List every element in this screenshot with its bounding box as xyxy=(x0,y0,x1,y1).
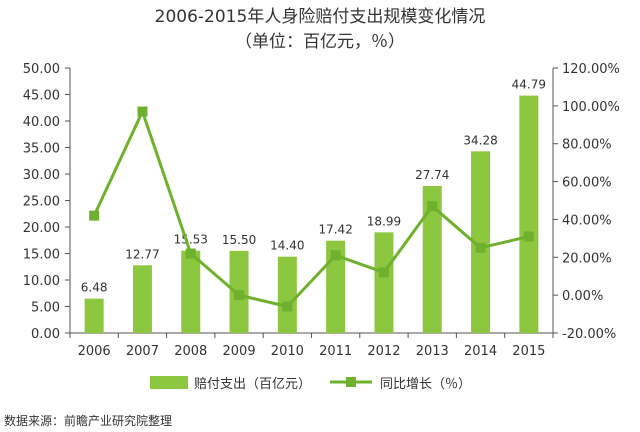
line-point xyxy=(475,242,486,253)
legend-line-marker xyxy=(346,377,356,387)
bar-data-label: 15.50 xyxy=(222,233,256,247)
bar-data-label: 15.53 xyxy=(174,233,208,247)
y-left-tick-label: 0.00 xyxy=(31,327,60,342)
axes: 0.00 5.00 10.00 15.00 20.00 25.00 30.00 35.00 40… xyxy=(23,62,620,359)
y-left-tick-label: 45.00 xyxy=(23,89,60,104)
chart-title: 2006-2015年人身险赔付支出规模变化情况 xyxy=(155,7,486,27)
line-point xyxy=(137,106,148,117)
x-tick-label: 2014 xyxy=(464,344,497,359)
x-tick-label: 2006 xyxy=(78,344,111,359)
bar-series: 6.48 12.77 15.53 15.50 14.40 17.42 18.99 27.74 3… xyxy=(81,78,546,333)
x-tick-label: 2007 xyxy=(126,344,159,359)
bar-data-label: 14.40 xyxy=(270,239,304,253)
y-left-tick-label: 5.00 xyxy=(31,301,60,316)
bar xyxy=(326,240,346,333)
x-tick-label: 2008 xyxy=(174,344,207,359)
legend-bar-swatch xyxy=(150,376,188,389)
line-point xyxy=(523,231,534,242)
x-tick-label: 2010 xyxy=(271,344,304,359)
bar xyxy=(277,256,297,333)
x-tick-label: 2011 xyxy=(319,344,352,359)
line-point xyxy=(234,290,245,301)
y-right-tick-label: 0.00% xyxy=(562,289,603,304)
bar xyxy=(132,265,152,333)
y-left-tick-label: 35.00 xyxy=(23,142,60,157)
y-left-tick-label: 25.00 xyxy=(23,195,60,210)
bar-data-label: 27.74 xyxy=(415,168,449,182)
y-right-tick-label: 20.00% xyxy=(562,251,612,266)
bar-data-label: 34.28 xyxy=(463,133,497,147)
y-left-tick-label: 50.00 xyxy=(23,62,60,77)
line-point xyxy=(282,301,293,312)
bar xyxy=(471,151,491,333)
bar xyxy=(181,250,201,333)
y-right-tick-label: 120.00% xyxy=(562,62,620,77)
y-right-tick-label: 100.00% xyxy=(562,100,620,115)
line-point xyxy=(330,250,341,261)
bar xyxy=(374,232,394,333)
bar-data-label: 12.77 xyxy=(125,247,159,261)
line-series xyxy=(89,106,534,312)
y-right-tick-label: 40.00% xyxy=(562,213,612,228)
legend-line-label: 同比增长（％） xyxy=(380,377,471,392)
bar xyxy=(519,95,539,333)
growth-line xyxy=(92,110,530,308)
x-tick-label: 2013 xyxy=(416,344,449,359)
y-left-tick-label: 40.00 xyxy=(23,115,60,130)
bar xyxy=(422,185,442,333)
line-point xyxy=(427,201,438,212)
x-tick-label: 2009 xyxy=(223,344,256,359)
line-point xyxy=(378,267,389,278)
y-left-tick-label: 10.00 xyxy=(23,274,60,289)
y-right-tick-label: -20.00% xyxy=(562,327,616,342)
y-right-tick-label: 60.00% xyxy=(562,176,612,191)
line-point xyxy=(185,248,196,259)
chart-subtitle: （单位：百亿元，％） xyxy=(235,32,405,52)
y-left-tick-label: 30.00 xyxy=(23,168,60,183)
bar-data-label: 6.48 xyxy=(81,281,108,295)
y-left-tick-label: 20.00 xyxy=(23,221,60,236)
y-right-tick-label: 80.00% xyxy=(562,138,612,153)
line-point xyxy=(89,210,100,221)
source-note: 数据来源：前瞻产业研究院整理 xyxy=(4,414,173,428)
x-tick-label: 2012 xyxy=(367,344,400,359)
x-tick-label: 2015 xyxy=(512,344,545,359)
y-left-tick-label: 15.00 xyxy=(23,248,60,263)
bar-data-label: 44.79 xyxy=(512,78,546,92)
bar-data-label: 17.42 xyxy=(318,223,352,237)
bar-data-label: 18.99 xyxy=(367,214,401,228)
bar xyxy=(84,298,104,333)
legend: 赔付支出（百亿元） 同比增长（％） xyxy=(150,376,471,392)
legend-bar-label: 赔付支出（百亿元） xyxy=(194,377,311,392)
